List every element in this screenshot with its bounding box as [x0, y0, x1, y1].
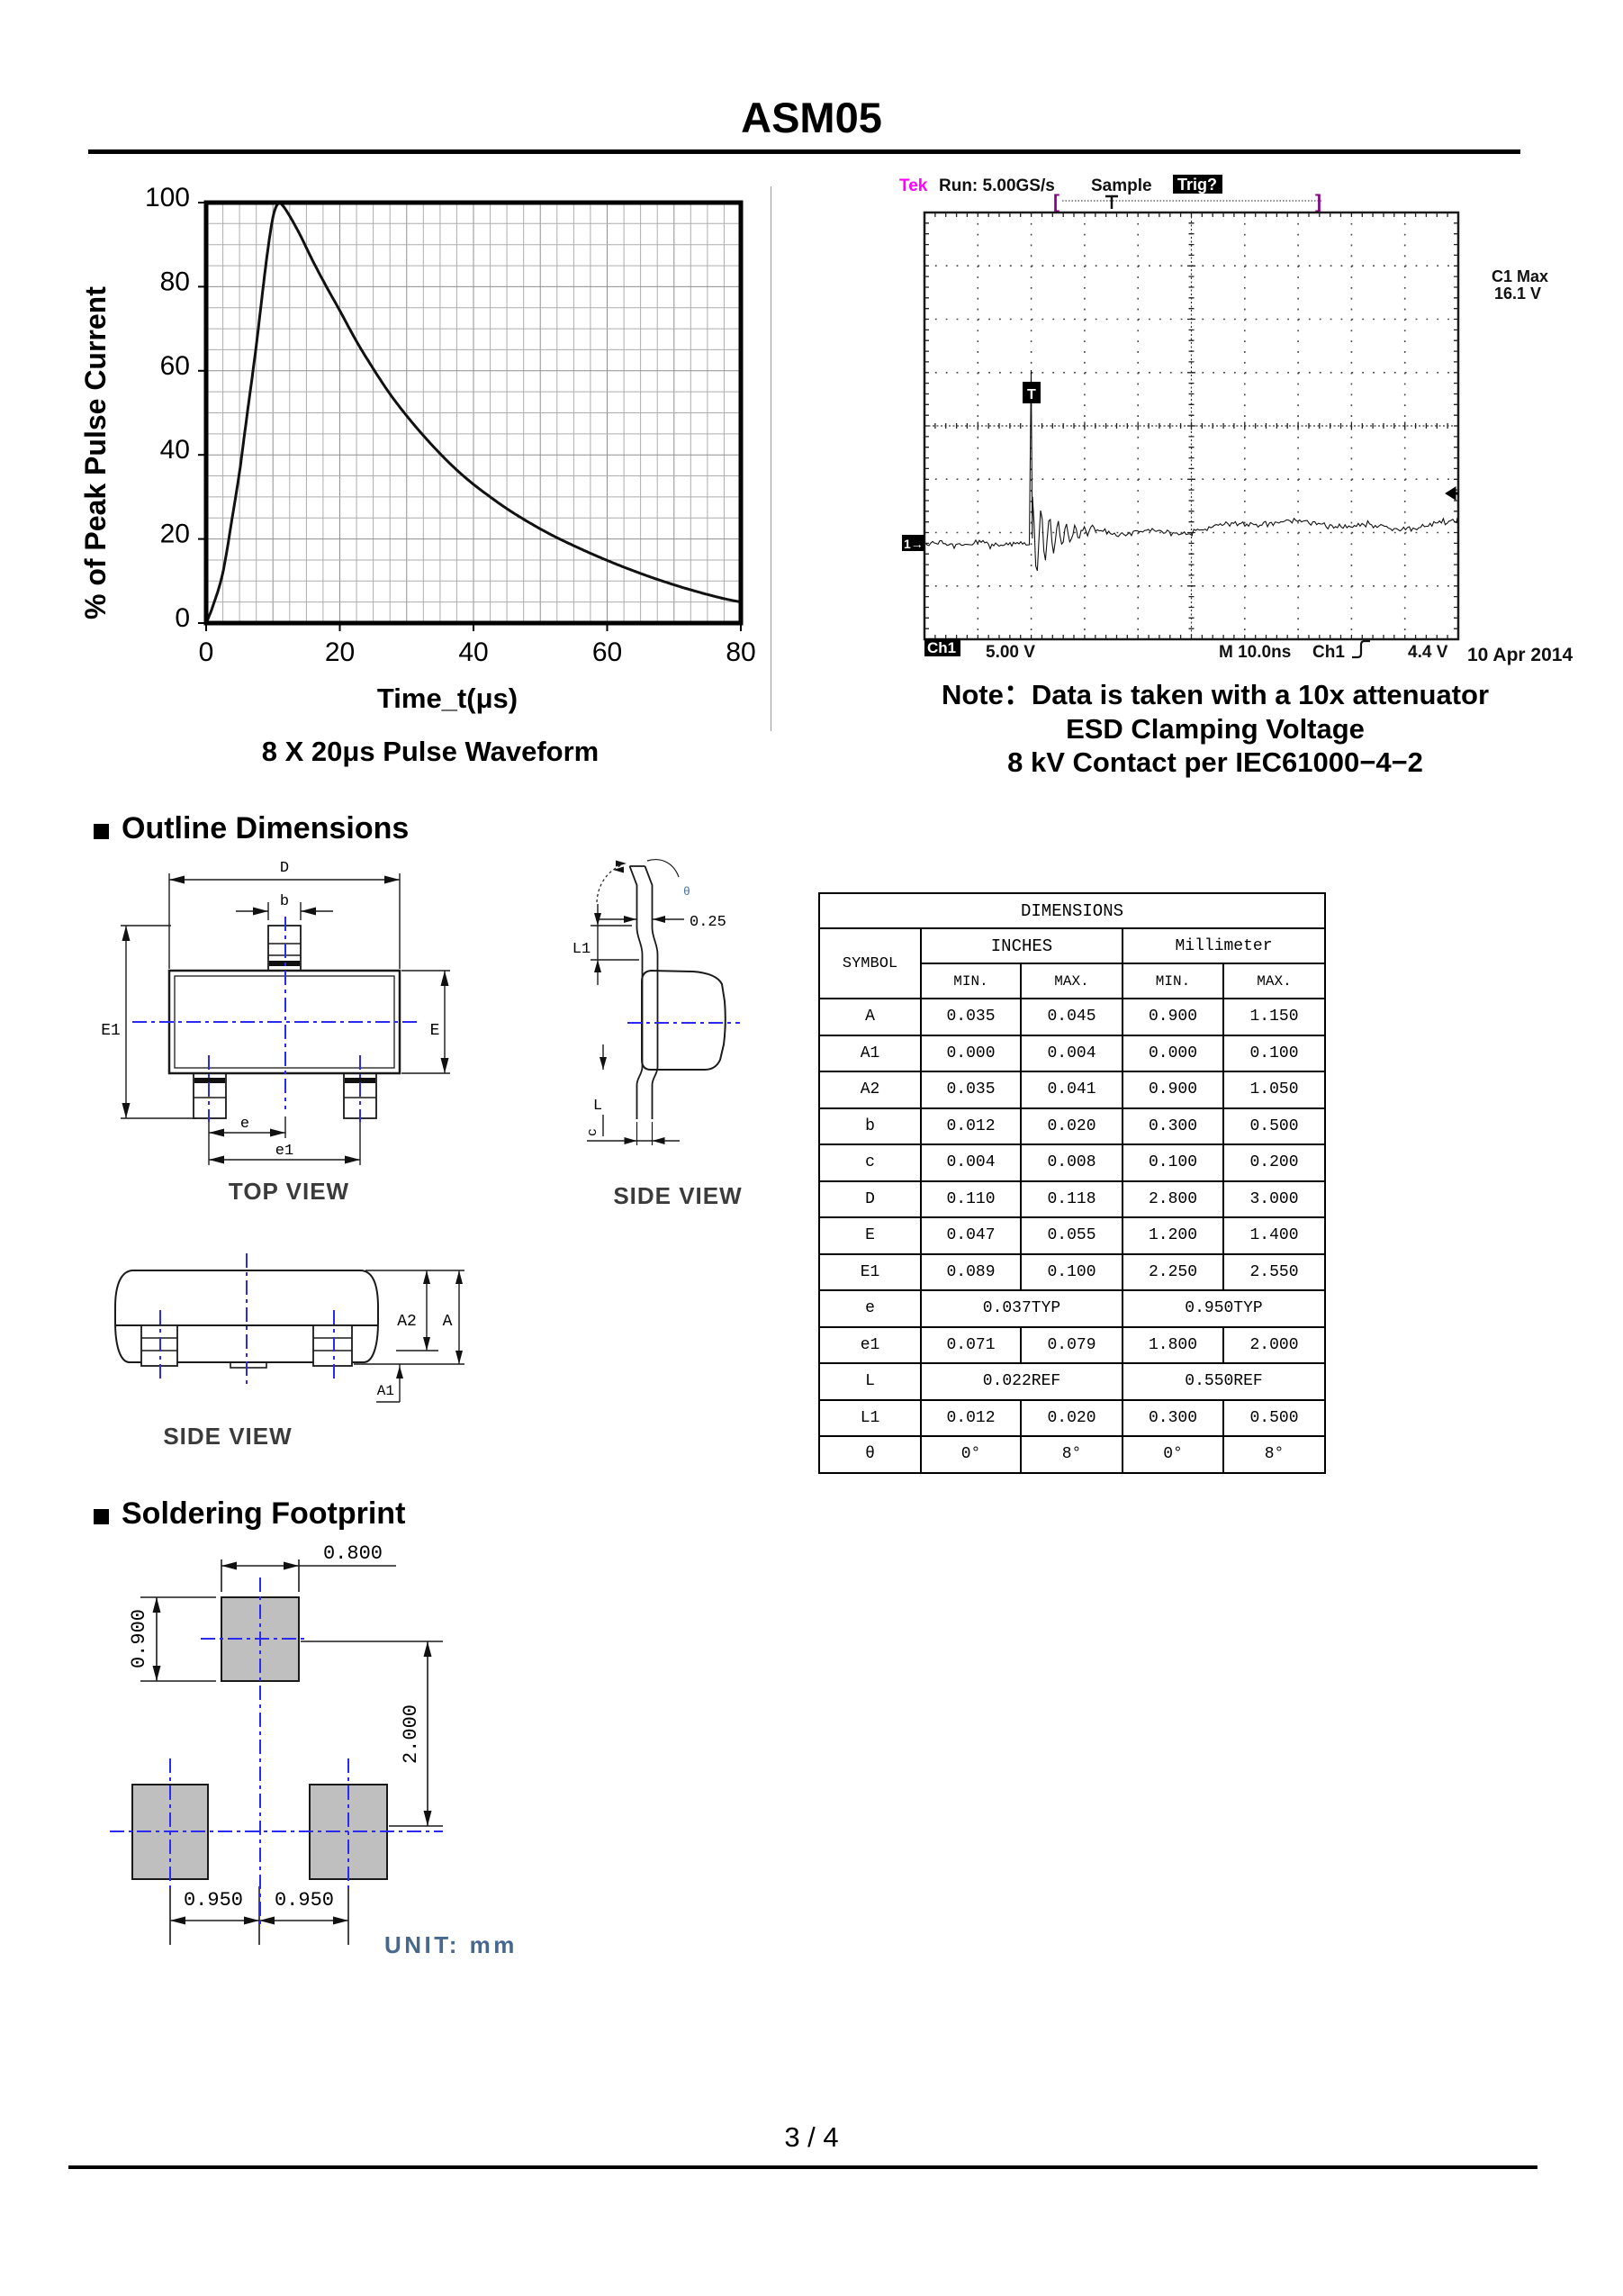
svg-text:θ: θ	[683, 885, 690, 899]
svg-text:40: 40	[458, 637, 488, 667]
svg-text:0.950: 0.950	[275, 1889, 334, 1912]
svg-text:UNIT: mm: UNIT: mm	[384, 1931, 518, 1958]
svg-text:Ch1: Ch1	[1312, 643, 1345, 662]
svg-text:Time_t(μs): Time_t(μs)	[377, 682, 518, 714]
svg-text:1→: 1→	[904, 537, 924, 551]
svg-text:A: A	[443, 1313, 453, 1331]
svg-text:% of Peak Pulse Current: % of Peak Pulse Current	[79, 286, 112, 619]
svg-text:L1: L1	[573, 941, 591, 958]
svg-text:80: 80	[160, 267, 190, 296]
svg-text:16.1 V: 16.1 V	[1494, 285, 1541, 303]
svg-text:20: 20	[325, 637, 355, 667]
svg-text:5.00 V: 5.00 V	[986, 643, 1035, 662]
svg-text:Tek: Tek	[899, 176, 928, 195]
svg-text:e: e	[240, 1116, 249, 1133]
svg-text:0.900: 0.900	[128, 1609, 150, 1668]
svg-text:TOP VIEW: TOP VIEW	[229, 1178, 349, 1205]
svg-text:]: ]	[1315, 192, 1321, 212]
svg-text:A2: A2	[397, 1313, 417, 1331]
svg-text:L: L	[593, 1098, 602, 1115]
svg-text:c: c	[585, 1128, 600, 1136]
svg-text:8 X 20μs Pulse Waveform: 8 X 20μs Pulse Waveform	[262, 736, 599, 767]
svg-text:D: D	[280, 860, 289, 877]
svg-text:[: [	[1053, 192, 1059, 212]
svg-text:0: 0	[175, 603, 190, 633]
svg-text:e1: e1	[275, 1143, 293, 1160]
svg-text:80: 80	[726, 637, 755, 667]
svg-text:0.950: 0.950	[184, 1889, 243, 1912]
svg-text:Sample: Sample	[1091, 176, 1152, 195]
svg-text:Ch1: Ch1	[927, 639, 956, 656]
svg-text:20: 20	[160, 520, 190, 549]
svg-text:4.4 V: 4.4 V	[1408, 643, 1448, 662]
svg-text:E1: E1	[101, 1022, 121, 1040]
svg-text:10 Apr 2014: 10 Apr 2014	[1467, 645, 1573, 665]
svg-text:T: T	[1027, 387, 1036, 402]
svg-text:100: 100	[145, 183, 190, 212]
svg-text:Run: 5.00GS/s: Run: 5.00GS/s	[939, 176, 1055, 195]
svg-text:0.800: 0.800	[323, 1542, 383, 1565]
svg-text:0: 0	[199, 637, 214, 667]
svg-text:60: 60	[160, 351, 190, 381]
svg-text:C1 Max: C1 Max	[1492, 267, 1548, 285]
svg-text:b: b	[280, 893, 289, 910]
svg-text:E: E	[430, 1022, 440, 1040]
svg-text:60: 60	[592, 637, 622, 667]
svg-text:40: 40	[160, 435, 190, 465]
svg-text:0.25: 0.25	[690, 914, 726, 931]
svg-text:Trig?: Trig?	[1177, 176, 1217, 194]
svg-text:M 10.0ns: M 10.0ns	[1219, 643, 1291, 662]
svg-text:2.000: 2.000	[400, 1704, 422, 1764]
svg-text:SIDE VIEW: SIDE VIEW	[163, 1423, 292, 1450]
svg-text:SIDE VIEW: SIDE VIEW	[613, 1182, 742, 1209]
svg-text:A1: A1	[377, 1383, 394, 1399]
